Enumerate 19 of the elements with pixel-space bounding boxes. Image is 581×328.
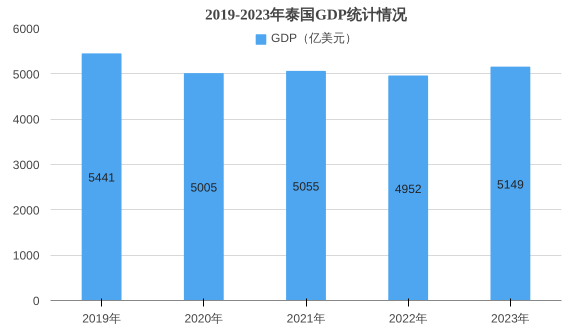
x-tick-label: 2021年: [286, 312, 326, 326]
data-label: 5055: [292, 179, 320, 194]
data-label: 4952: [394, 182, 422, 196]
y-tick-label: 1000: [12, 248, 40, 263]
data-label: 5441: [88, 170, 116, 185]
x-tick-label: 2022年: [388, 312, 428, 326]
y-tick-label: 4000: [12, 112, 40, 127]
x-tick-label: 2019年: [82, 312, 121, 326]
x-tick-label: 2020年: [184, 312, 224, 326]
legend-label: GDP（亿美元）: [270, 30, 358, 47]
y-tick-label: 2000: [12, 203, 40, 218]
x-tick-label: 2023年: [491, 312, 530, 326]
data-label: 5149: [497, 177, 524, 192]
y-tick-label: 3000: [12, 158, 40, 172]
chart-title: 2019-2023年泰国GDP统计情况: [205, 6, 408, 24]
y-tick-label: 5000: [12, 67, 40, 82]
y-tick-label: 0: [32, 294, 40, 308]
y-tick-label: 6000: [12, 22, 40, 36]
data-label: 5005: [190, 180, 218, 195]
